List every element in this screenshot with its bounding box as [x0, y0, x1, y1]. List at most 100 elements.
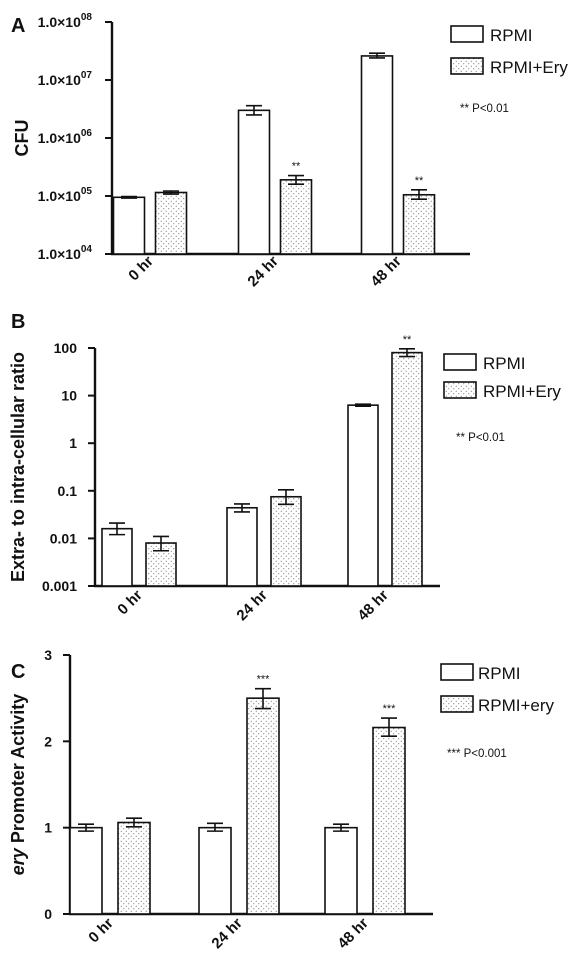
y-tick-label: 1	[44, 820, 52, 836]
y-tick-label: 2	[44, 733, 52, 749]
error-bar	[121, 195, 137, 199]
chart-panel-a: A1.0×10041.0×10051.0×10061.0×10071.0×100…	[11, 12, 568, 290]
significance-marker: ***	[257, 674, 271, 686]
x-tick-label: 24 hr	[244, 253, 281, 290]
error-bar	[246, 104, 262, 116]
y-tick-label: 1.0×1006	[38, 128, 93, 146]
chart-panel-c: C 0 1 2 3 ery Promoter Activity 0 hr *** 24 hr **…	[8, 647, 555, 952]
y-tick-base: 1.0×10	[38, 72, 81, 88]
error-bar	[109, 522, 125, 536]
error-bar	[234, 503, 250, 513]
bar-rpmi-24-hr	[237, 109, 271, 255]
y-axis-label: CFU	[12, 120, 32, 157]
figure-panels: A1.0×10041.0×10051.0×10061.0×10071.0×100…	[8, 12, 568, 952]
significance-marker: **	[403, 334, 412, 346]
y-axis-label-rest: Promoter Activity	[8, 694, 28, 848]
y-tick-exponent: 06	[81, 128, 93, 139]
panel-letter: B	[11, 311, 25, 333]
x-tick-label: 48 hr	[367, 253, 404, 290]
error-bar	[78, 823, 94, 832]
bar-rpmi-48-hr	[360, 55, 394, 255]
error-bar	[126, 817, 142, 828]
error-bar	[333, 823, 349, 832]
y-tick-label: 10	[61, 388, 77, 404]
y-tick-label: 1.0×1005	[38, 186, 93, 204]
error-bar	[153, 535, 169, 552]
legend-label: RPMI+ery	[478, 696, 555, 715]
y-tick-base: 1.0×10	[38, 188, 81, 204]
bar-rpmi-ery-24-hr	[279, 179, 313, 255]
error-bar	[163, 190, 179, 195]
legend-swatch	[450, 25, 484, 43]
legend-swatch	[443, 381, 477, 399]
bar-rpmi-0-hr	[69, 826, 103, 915]
y-tick-label: 0.1	[58, 483, 78, 499]
bar-rpmi-ery-48-hr	[372, 726, 406, 915]
bar-rpmi-ery-0-hr	[145, 542, 177, 587]
significance-note: *** P<0.001	[447, 748, 507, 760]
y-tick-label: 1.0×1004	[38, 244, 93, 262]
bar-rpmi-48-hr	[324, 826, 358, 915]
panel-letter: C	[11, 661, 25, 683]
chart-panel-b: B 0.001 0.01 0.1 1 10 100 Extra- to intra-cellu…	[8, 311, 561, 624]
bar-rpmi-ery-24-hr	[270, 495, 302, 587]
y-tick-label: 3	[44, 647, 52, 663]
error-bar	[288, 174, 304, 185]
y-tick-exponent: 05	[81, 186, 93, 197]
legend-label: RPMI+Ery	[490, 58, 568, 77]
y-tick-base: 1.0×10	[38, 130, 81, 146]
x-tick-label: 24 hr	[233, 587, 270, 624]
y-axis-label: ery Promoter Activity	[8, 694, 28, 875]
legend-label: RPMI	[483, 354, 526, 373]
y-tick-exponent: 04	[81, 244, 93, 255]
bar-rpmi-0-hr	[101, 527, 133, 587]
bar-rpmi-ery-24-hr	[246, 697, 280, 915]
x-tick-label: 24 hr	[208, 915, 245, 952]
y-tick-label: 0.01	[50, 530, 77, 546]
x-tick-label: 48 hr	[334, 915, 371, 952]
legend-swatch	[440, 663, 474, 681]
panel-letter: A	[11, 15, 25, 37]
error-bar	[411, 188, 427, 201]
significance-note: ** P<0.01	[460, 103, 509, 115]
x-tick-label: 48 hr	[354, 587, 391, 624]
error-bar	[399, 348, 415, 358]
error-bar	[369, 52, 385, 59]
significance-note: ** P<0.01	[456, 432, 505, 444]
legend-swatch	[440, 695, 474, 713]
bar-rpmi-24-hr	[198, 826, 232, 915]
error-bar	[381, 717, 397, 737]
bar-rpmi-ery-0-hr	[117, 821, 151, 915]
legend-label: RPMI+Ery	[483, 382, 561, 401]
bar-rpmi-24-hr	[226, 506, 258, 587]
x-tick-label: 0 hr	[114, 587, 146, 619]
y-tick-label: 0.001	[42, 578, 77, 594]
legend-label: RPMI	[490, 26, 533, 45]
bar-rpmi-ery-0-hr	[154, 191, 188, 255]
x-tick-label: 0 hr	[85, 915, 117, 947]
error-bar	[207, 822, 223, 832]
significance-marker: **	[415, 175, 424, 187]
y-tick-label: 1.0×1007	[38, 70, 93, 88]
y-axis-label-italic: ery	[8, 847, 28, 875]
y-tick-label: 1	[69, 435, 77, 451]
significance-marker: **	[292, 161, 301, 173]
bar-rpmi-ery-48-hr	[402, 193, 436, 255]
error-bar	[278, 488, 294, 506]
legend-label: RPMI	[478, 664, 521, 683]
y-tick-label: 100	[54, 340, 78, 356]
y-tick-exponent: 07	[81, 70, 93, 81]
error-bar	[255, 687, 271, 710]
bar-rpmi-ery-48-hr	[391, 351, 423, 587]
significance-marker: ***	[383, 703, 397, 715]
y-tick-exponent: 08	[81, 12, 93, 23]
bar-rpmi-0-hr	[112, 196, 146, 255]
legend-swatch	[450, 57, 484, 75]
y-tick-base: 1.0×10	[38, 246, 81, 262]
y-axis-label: Extra- to intra-cellular ratio	[8, 352, 28, 582]
y-tick-label: 1.0×1008	[38, 12, 93, 30]
y-tick-label: 0	[44, 906, 52, 922]
error-bar	[355, 403, 371, 407]
y-tick-base: 1.0×10	[38, 14, 81, 30]
